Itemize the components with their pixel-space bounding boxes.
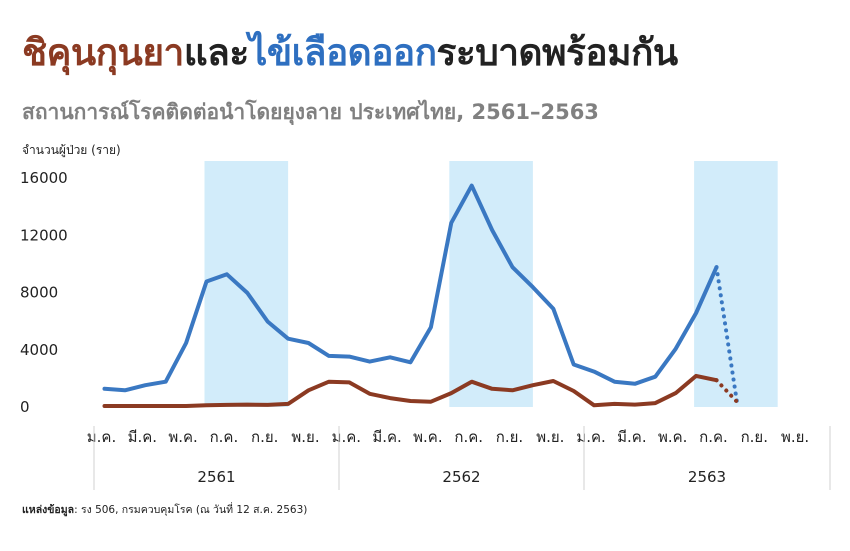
x-tick-label-7: มี.ค. — [372, 428, 401, 446]
season-band-3 — [694, 161, 778, 407]
y-tick-label-2: 8000 — [20, 284, 58, 302]
y-tick-label-1: 4000 — [20, 341, 58, 359]
year-label-2561: 2561 — [197, 468, 235, 486]
series-line-chikungunya — [102, 373, 719, 408]
x-tick-label-9: ก.ค. — [454, 428, 483, 446]
x-tick-label-0: ม.ค. — [87, 428, 116, 446]
x-tick-label-5: พ.ย. — [291, 428, 319, 446]
series-line-dengue — [102, 183, 719, 393]
year-label-2563: 2563 — [688, 468, 726, 486]
season-band-1 — [204, 161, 289, 407]
title-chikungunya: ชิคุนกุนยา — [22, 31, 184, 74]
y-tick-label-0: 0 — [20, 398, 30, 416]
series-projection-dengue — [714, 265, 739, 404]
year-label-2562: 2562 — [442, 468, 480, 486]
x-tick-label-6: ม.ค. — [332, 428, 361, 446]
x-tick-label-16: ก.ย. — [741, 428, 768, 446]
x-tick-label-10: ก.ย. — [496, 428, 523, 446]
x-tick-label-2: พ.ค. — [168, 428, 197, 446]
season-band-2 — [449, 161, 533, 407]
y-axis-label: จำนวนผู้ป่วย (ราย) — [22, 143, 121, 157]
y-tick-label-4: 16000 — [20, 169, 68, 187]
y-tick-label-3: 12000 — [20, 226, 68, 244]
x-tick-label-1: มี.ค. — [128, 428, 157, 446]
x-tick-label-15: ก.ค. — [699, 428, 728, 446]
x-tick-label-4: ก.ย. — [251, 428, 278, 446]
x-tick-label-11: พ.ย. — [536, 428, 564, 446]
x-tick-label-13: มี.ค. — [617, 428, 646, 446]
x-tick-label-8: พ.ค. — [413, 428, 442, 446]
title-dengue: ไข้เลือดออก — [248, 31, 437, 74]
x-tick-label-17: พ.ย. — [781, 428, 809, 446]
source-note: แหล่งข้อมูล: รง 506, กรมควบคุมโรค (ณ วัน… — [22, 501, 307, 518]
series-projection-chikungunya — [714, 378, 739, 404]
chart-title: ชิคุนกุนยาและไข้เลือดออกระบาดพร้อมกัน — [22, 34, 678, 71]
source-label: แหล่งข้อมูล — [22, 504, 75, 516]
x-tick-label-12: ม.ค. — [576, 428, 605, 446]
x-tick-label-14: พ.ค. — [658, 428, 687, 446]
title-rest: ระบาดพร้อมกัน — [436, 31, 679, 74]
source-text: : รง 506, กรมควบคุมโรค (ณ วันที่ 12 ส.ค.… — [74, 504, 308, 516]
title-and: และ — [183, 31, 249, 74]
chart-subtitle: สถานการณ์โรคติดต่อนำโดยยุงลาย ประเทศไทย,… — [22, 100, 599, 124]
x-tick-label-3: ก.ค. — [210, 428, 239, 446]
